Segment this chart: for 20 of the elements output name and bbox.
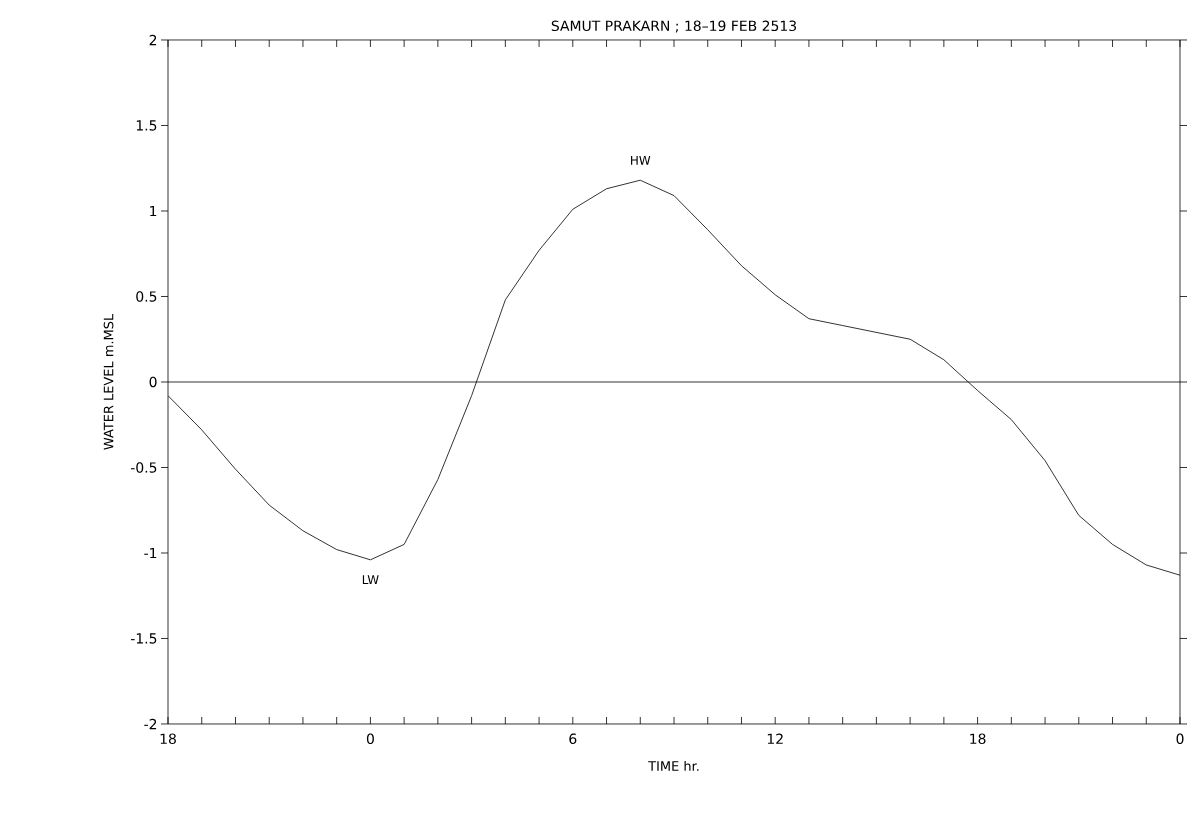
y-tick-label: -1.5 [130,633,157,644]
x-tick-label: 18 [970,733,986,745]
x-tick-label: 12 [767,733,783,744]
y-tick-label: -2 [144,718,157,730]
x-axis-title: TIME hr. [648,760,699,771]
chart-title: SAMUT PRAKARN ; 18–19 FEB 2513 [551,20,797,33]
y-tick-label: 0 [149,376,157,388]
y-tick-label: 2 [149,34,157,46]
y-tick-label: 1.5 [136,120,157,131]
x-tick-label: 18 [160,733,176,745]
y-tick-label: -1 [144,547,157,559]
x-tick-label: 0 [366,733,374,745]
annotation: LW [362,575,379,585]
y-tick-label: -0.5 [130,462,157,473]
annotation: HW [631,155,651,165]
x-tick-label: 6 [569,733,577,745]
y-tick-label: 1 [150,205,157,217]
y-tick-label: 0.5 [136,291,157,302]
y-axis-title: WATER LEVEL m.MSL [103,313,114,450]
x-tick-label: 0 [1176,733,1184,745]
